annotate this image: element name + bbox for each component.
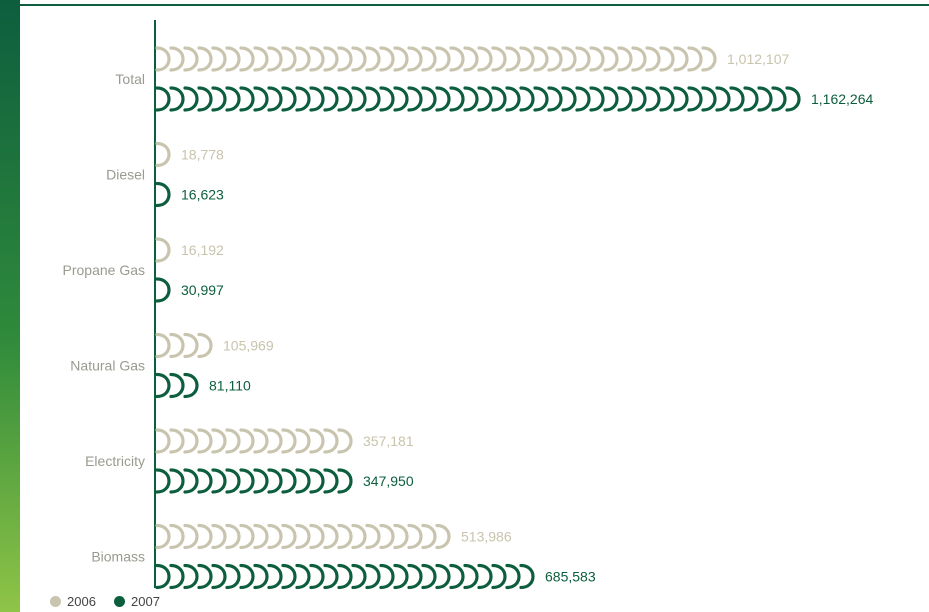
category-label: Natural Gas xyxy=(70,358,145,374)
bar xyxy=(155,523,451,550)
bar xyxy=(155,428,353,454)
data-label: 30,997 xyxy=(181,282,224,298)
legend-label-2006: 2006 xyxy=(67,594,96,609)
category-label: Electricity xyxy=(85,453,145,469)
category-label: Total xyxy=(115,71,145,87)
bar xyxy=(155,181,171,208)
bar xyxy=(155,277,171,303)
category-label: Diesel xyxy=(106,167,145,183)
data-label: 347,950 xyxy=(363,473,414,489)
data-label: 357,181 xyxy=(363,433,414,449)
category-label: Propane Gas xyxy=(63,262,146,278)
bar xyxy=(155,332,213,359)
data-label: 1,162,264 xyxy=(811,91,873,107)
data-label: 513,986 xyxy=(461,529,512,545)
legend-item-2006: 2006 xyxy=(50,594,96,609)
legend-swatch-2007 xyxy=(114,596,125,607)
data-label: 16,192 xyxy=(181,242,224,258)
legend-item-2007: 2007 xyxy=(114,594,160,609)
category-label: Biomass xyxy=(91,549,145,565)
data-label: 16,623 xyxy=(181,187,224,203)
data-label: 105,969 xyxy=(223,338,274,354)
data-label: 81,110 xyxy=(209,378,251,394)
data-label: 685,583 xyxy=(545,569,596,585)
data-label: 1,012,107 xyxy=(727,51,789,67)
bar xyxy=(155,372,199,399)
data-label: 18,778 xyxy=(181,147,224,163)
bar xyxy=(155,563,535,590)
bar xyxy=(155,86,801,112)
legend-swatch-2006 xyxy=(50,596,61,607)
legend-label-2007: 2007 xyxy=(131,594,160,609)
bar xyxy=(155,237,171,263)
bar xyxy=(155,46,717,72)
bar xyxy=(155,468,353,494)
side-color-bar xyxy=(0,0,20,612)
bar xyxy=(155,141,171,168)
top-rule xyxy=(20,4,929,6)
